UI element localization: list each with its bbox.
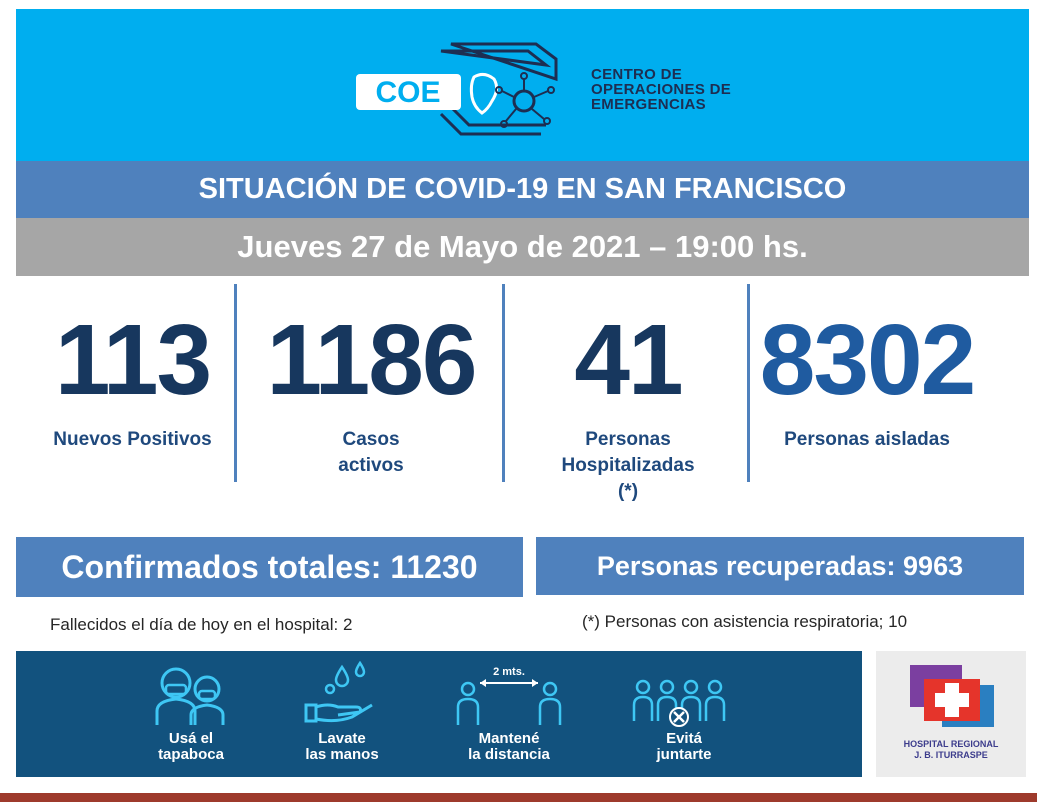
svg-text:COE: COE [375,76,440,109]
tip-tapaboca: Usá el tapaboca [116,651,266,777]
coe-logo: COE CENTRO DE OPERACIONES DE EMERGENCIAS [356,39,776,149]
mask-people-icon [155,667,225,725]
stat-hospitalizadas: 41 Personas Hospitalizadas (*) [508,305,748,505]
report-date: Jueves 27 de Mayo de 2021 – 19:00 hs. [16,218,1029,276]
tip-label: Mantené la distancia [468,730,550,763]
tip-distancia: 2 mts. Mantené la distancia [434,651,584,777]
stat-divider [502,284,505,482]
stat-divider [234,284,237,482]
stat-divider [747,284,750,482]
wash-hands-icon [304,661,373,723]
coe-org-name: CENTRO DE OPERACIONES DE EMERGENCIAS [591,66,732,113]
hospital-cross-icon [910,665,994,727]
fallecidos-note: Fallecidos el día de hoy en el hospital:… [50,615,353,634]
stat-value: 41 [574,304,683,416]
no-crowd-icon [632,679,726,727]
personas-recuperadas-box: Personas recuperadas: 9963 [536,537,1024,595]
stat-label: Personas Hospitalizadas (*) [561,429,695,502]
svg-text:2 mts.: 2 mts. [493,666,525,678]
stat-label: Personas aisladas [784,429,950,450]
hospital-name: HOSPITAL REGIONAL J. B. ITURRASPE [903,739,999,760]
footer-line [0,793,1037,802]
stat-casos-activos: 1186 Casos activos [240,305,502,479]
prevention-banner: Usá el tapaboca Lavate las manos 2 mts. [16,651,862,777]
asistencia-note: (*) Personas con asistencia respiratoria… [582,612,908,631]
distance-icon: 2 mts. [456,666,562,725]
header-banner: COE CENTRO DE OPERACIONES DE EMERGENCIAS [16,9,1029,161]
tip-label: Lavate las manos [305,730,379,763]
tip-label: Evitá juntarte [656,730,712,763]
coe-emblem-icon: COE [356,42,558,136]
page-title: SITUACIÓN DE COVID-19 EN SAN FRANCISCO [16,161,1029,218]
stat-label: Casos activos [338,429,404,476]
confirmados-totales-box: Confirmados totales: 11230 [16,537,523,597]
tip-lavate-manos: Lavate las manos [267,651,417,777]
stat-aisladas: 8302 Personas aisladas [752,305,982,453]
stat-value: 8302 [759,304,976,416]
tip-evita-juntarte: Evitá juntarte [609,651,759,777]
stat-label: Nuevos Positivos [53,429,212,450]
stat-value: 113 [54,304,212,416]
hospital-logo: HOSPITAL REGIONAL J. B. ITURRASPE [876,651,1026,777]
tip-label: Usá el tapaboca [158,730,224,763]
stat-value: 1186 [266,304,478,416]
stat-nuevos-positivos: 113 Nuevos Positivos [30,305,235,453]
